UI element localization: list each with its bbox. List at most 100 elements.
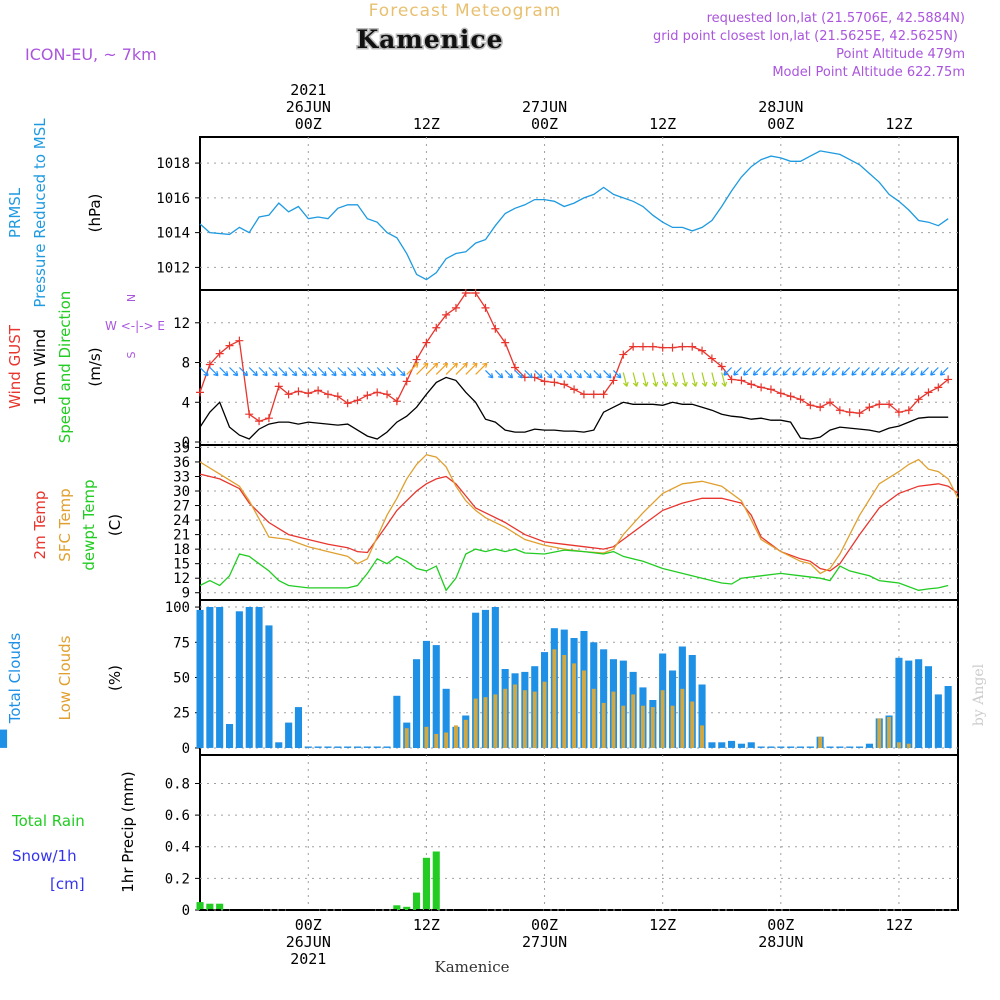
cloud-bar — [670, 705, 675, 748]
grid-point-coordinates: grid point closest lon,lat (21.5625E, 42… — [653, 29, 958, 44]
credit-watermark: by Angel — [971, 663, 987, 726]
unit-label: 1hr Precip (mm) — [119, 771, 137, 892]
cloud-bar — [393, 695, 401, 748]
top-time-label: 12Z — [649, 115, 676, 133]
cloud-bar — [483, 697, 488, 748]
cloud-bar — [314, 746, 322, 748]
cloud-bar — [806, 746, 814, 748]
wind-arrow — [772, 367, 782, 376]
wind-arrow — [445, 362, 458, 375]
wind-panel: 0 4 8 12 Wind GUST 10m Wind Speed and Directio… — [6, 288, 959, 451]
wind-arrow — [662, 372, 669, 387]
wind-arrow — [288, 367, 298, 377]
wind-arrow — [743, 367, 752, 376]
cloud-bar — [503, 688, 508, 748]
cloud-bar — [650, 707, 655, 748]
gust-marker — [757, 383, 766, 392]
gust-marker — [717, 362, 726, 371]
wind-arrows — [199, 362, 949, 387]
gust-marker — [294, 387, 303, 396]
cloud-bar — [493, 694, 498, 748]
top-time-label: 00Z — [767, 115, 794, 133]
gust-marker — [609, 376, 618, 385]
series-line — [199, 473, 959, 572]
cloud-bar — [542, 681, 547, 748]
y-tick-label: 9 — [182, 586, 190, 602]
y-tick-label: 39 — [173, 440, 190, 456]
gust-marker — [914, 395, 923, 404]
series-total-rain — [196, 851, 440, 910]
cloud-bar — [235, 611, 243, 748]
cloud-bar — [690, 701, 695, 748]
wind-arrow — [890, 367, 900, 376]
pressure-panel: 1012 1014 1016 1018 PRMSL Pressure Reduced to… — [6, 118, 959, 308]
gust-marker — [698, 346, 707, 355]
top-time-label: 00Z — [295, 115, 322, 133]
unit-label: (C) — [106, 514, 124, 536]
gust-marker — [304, 389, 313, 398]
wind-arrow — [494, 370, 504, 379]
y-tick-label: 1014 — [156, 226, 190, 242]
wind-arrow — [613, 370, 622, 379]
y-tick-label: 1012 — [156, 260, 190, 276]
cloud-bar — [826, 746, 834, 748]
cloud-bar — [641, 705, 645, 748]
cloud-bar — [206, 607, 214, 748]
cloud-bar — [245, 607, 253, 748]
y-tick-label: 0.2 — [165, 871, 190, 887]
series-line — [199, 453, 959, 575]
cloud-bar — [572, 663, 576, 748]
wind-arrow — [268, 367, 278, 377]
cloud-bar — [0, 729, 8, 748]
gust-marker — [638, 342, 647, 351]
gust-marker — [776, 389, 785, 398]
cloud-bar — [600, 649, 608, 748]
panel-label: Speed and Direction — [56, 291, 74, 444]
cloud-bar — [373, 746, 381, 748]
cloud-bar — [895, 657, 903, 748]
cloud-bar — [737, 743, 745, 748]
y-tick-label: 36 — [173, 455, 190, 471]
wind-arrow — [762, 367, 772, 376]
y-tick-label: 0 — [182, 435, 190, 451]
wind-arrow — [504, 370, 514, 379]
cloud-bar — [324, 746, 332, 748]
wind-arrow — [939, 367, 949, 376]
cloud-bar — [582, 670, 586, 748]
wind-arrow — [258, 367, 268, 377]
cloud-bar — [275, 742, 283, 748]
precipitation-panel: 0 0.2 0.4 0.6 0.8 Total Rain Snow/1h [cm] 1hr Pr… — [11, 754, 959, 919]
y-tick-label: 100 — [165, 600, 190, 616]
y-tick-label: 15 — [173, 557, 190, 573]
gust-marker — [845, 408, 854, 417]
gust-marker — [412, 355, 421, 364]
cloud-bar — [424, 726, 429, 748]
panel-label: SFC Temp — [56, 488, 74, 561]
wind-arrow — [544, 370, 553, 379]
location-title: Kamenice — [356, 25, 503, 54]
wind-arrow — [603, 370, 612, 379]
y-tick-label: 27 — [173, 499, 190, 515]
cloud-bar — [404, 728, 409, 748]
gust-marker — [668, 343, 677, 352]
wind-arrow — [920, 367, 929, 376]
cloud-bar — [265, 625, 273, 748]
gust-marker — [894, 408, 903, 417]
model-label: ICON-EU, ~ 7km — [25, 45, 157, 64]
gust-marker — [353, 396, 362, 405]
gust-marker — [688, 342, 697, 351]
cloud-bar — [454, 725, 458, 748]
top-time-label: 12Z — [885, 115, 912, 133]
top-time-label: 00Z — [531, 115, 558, 133]
y-tick-label: 4 — [182, 395, 190, 411]
footer-location: Kamenice — [435, 958, 510, 976]
cloud-bar — [513, 684, 517, 748]
gust-marker — [658, 343, 667, 352]
bottom-time-label: 12Z — [413, 916, 440, 934]
unit-label: (m/s) — [86, 347, 104, 386]
wind-arrow — [327, 367, 337, 377]
cloud-bar — [619, 660, 627, 748]
gust-marker — [560, 380, 569, 389]
top-time-label: 2021 — [290, 81, 326, 99]
cloud-bar — [383, 746, 391, 748]
